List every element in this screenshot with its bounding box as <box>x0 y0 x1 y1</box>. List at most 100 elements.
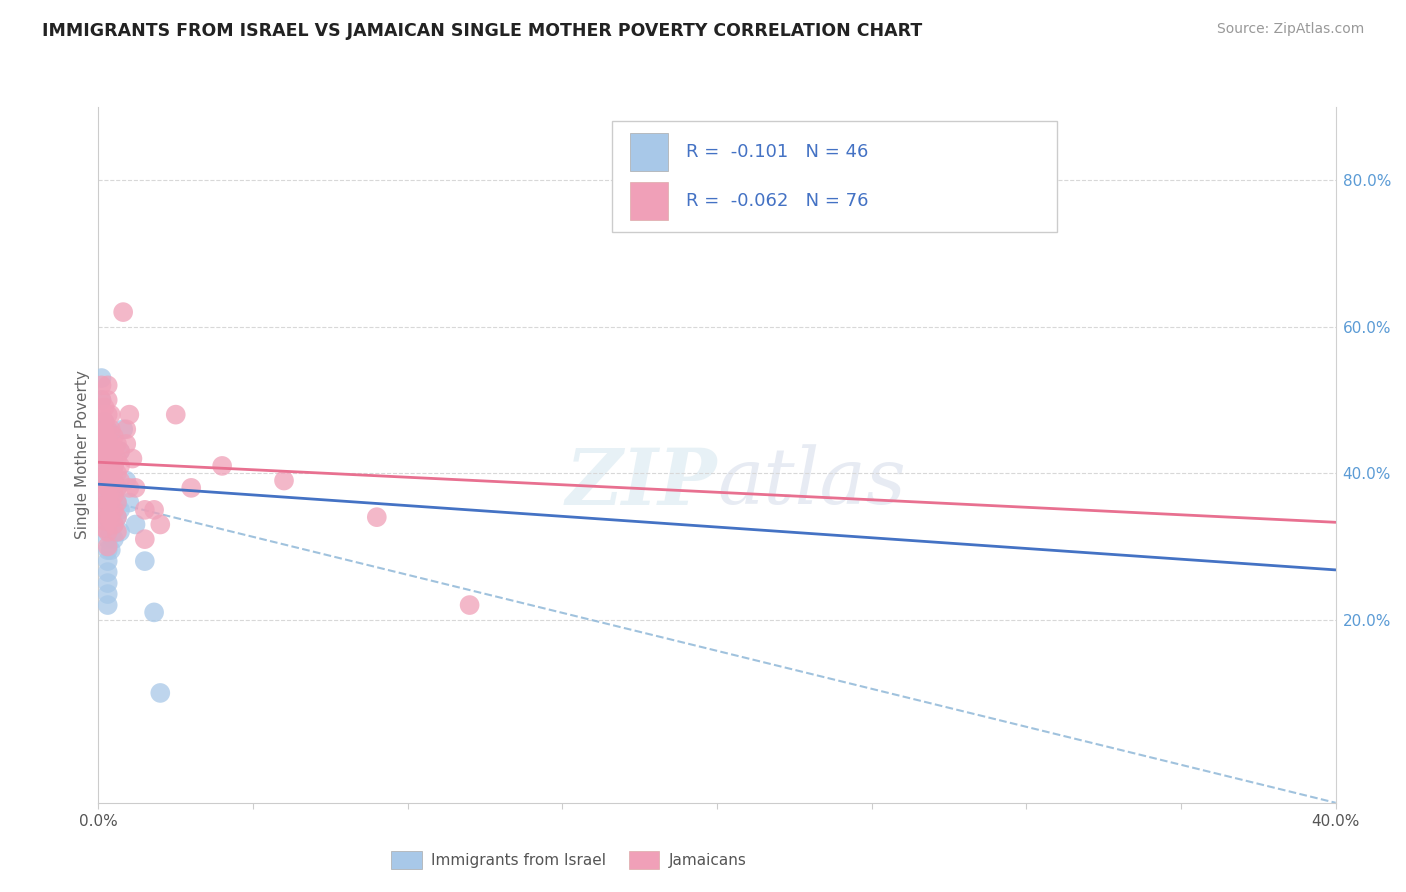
Point <box>97 378 120 392</box>
Point <box>97 554 120 568</box>
Text: atlas: atlas <box>717 444 905 521</box>
Point <box>105 451 128 466</box>
Point <box>211 458 233 473</box>
Point <box>100 437 122 451</box>
Bar <box>630 182 668 220</box>
Point <box>97 467 120 481</box>
Point <box>273 474 295 488</box>
Point <box>100 455 122 469</box>
Point <box>93 521 115 535</box>
Point <box>93 425 115 440</box>
Point <box>97 392 120 407</box>
Point <box>112 305 135 319</box>
Point <box>90 448 112 462</box>
Point <box>108 503 131 517</box>
Point <box>93 484 115 499</box>
Point <box>115 422 138 436</box>
Point <box>134 532 156 546</box>
Point <box>458 598 481 612</box>
Point <box>100 467 122 481</box>
Point <box>97 540 120 554</box>
Point <box>93 491 115 506</box>
Point <box>90 434 112 448</box>
Point <box>100 514 122 528</box>
Point <box>103 474 125 488</box>
Point <box>103 458 125 473</box>
Point <box>93 415 115 429</box>
Point <box>112 422 135 436</box>
Point <box>100 408 122 422</box>
Point <box>97 477 120 491</box>
Point <box>103 458 125 473</box>
Point <box>143 503 166 517</box>
Point <box>93 477 115 491</box>
Point <box>100 470 122 484</box>
Y-axis label: Single Mother Poverty: Single Mother Poverty <box>75 370 90 540</box>
Point <box>97 510 120 524</box>
Point <box>124 517 146 532</box>
Point <box>366 510 388 524</box>
Point <box>103 488 125 502</box>
Point <box>97 495 120 509</box>
Point <box>97 576 120 591</box>
Point <box>103 517 125 532</box>
Point <box>97 543 120 558</box>
Text: IMMIGRANTS FROM ISRAEL VS JAMAICAN SINGLE MOTHER POVERTY CORRELATION CHART: IMMIGRANTS FROM ISRAEL VS JAMAICAN SINGL… <box>42 22 922 40</box>
Point <box>93 451 115 466</box>
Point <box>118 408 141 422</box>
Point <box>105 437 128 451</box>
Point <box>108 524 131 539</box>
Point <box>93 514 115 528</box>
Point <box>97 598 120 612</box>
Point <box>100 510 122 524</box>
Point <box>105 481 128 495</box>
Point <box>93 415 115 429</box>
Point <box>105 481 128 495</box>
Point <box>97 499 120 513</box>
Point <box>105 495 128 509</box>
Point <box>90 418 112 433</box>
Text: R =  -0.101   N = 46: R = -0.101 N = 46 <box>686 144 869 161</box>
Point <box>100 451 122 466</box>
Point <box>118 495 141 509</box>
Point <box>108 474 131 488</box>
Point <box>165 408 187 422</box>
Point <box>105 467 128 481</box>
Point <box>97 481 120 495</box>
Point <box>100 481 122 495</box>
Text: R =  -0.062   N = 76: R = -0.062 N = 76 <box>686 192 869 210</box>
FancyBboxPatch shape <box>612 121 1057 232</box>
Point <box>108 444 131 458</box>
Point <box>93 470 115 484</box>
Point <box>100 422 122 436</box>
Point <box>115 474 138 488</box>
Point <box>93 434 115 448</box>
Point <box>103 532 125 546</box>
Point <box>115 437 138 451</box>
Point <box>93 448 115 462</box>
Point <box>93 467 115 481</box>
Point <box>124 481 146 495</box>
Point <box>118 481 141 495</box>
Point <box>93 441 115 455</box>
Point <box>97 565 120 579</box>
Point <box>103 444 125 458</box>
Point <box>97 532 120 546</box>
Point <box>100 495 122 509</box>
Point <box>90 392 112 407</box>
Text: ZIP: ZIP <box>565 444 717 521</box>
Point <box>97 524 120 539</box>
Point <box>108 458 131 473</box>
Point <box>143 606 166 620</box>
Point <box>134 503 156 517</box>
Point <box>103 503 125 517</box>
Point <box>103 488 125 502</box>
Text: Source: ZipAtlas.com: Source: ZipAtlas.com <box>1216 22 1364 37</box>
Point <box>103 503 125 517</box>
Point <box>97 587 120 601</box>
Point <box>149 517 172 532</box>
Point <box>103 474 125 488</box>
Point <box>105 524 128 539</box>
Point <box>149 686 172 700</box>
Point <box>100 425 122 440</box>
